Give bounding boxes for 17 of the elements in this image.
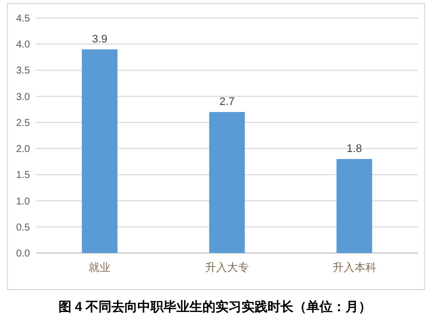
y-tick-label: 0.5 [16,222,30,234]
y-tick-label: 0.0 [16,248,30,260]
y-tick-label: 1.5 [16,170,30,182]
data-label: 2.7 [219,96,235,108]
y-tick-label: 1.0 [16,196,30,208]
x-tick-label: 就业 [88,261,111,274]
y-tick-label: 2.0 [16,144,30,156]
y-tick-label: 4.0 [16,40,30,51]
text: 图 4 不同去向中职毕业生的实习实践时长（单位：月） [58,299,372,314]
x-tick-label: 升入大专 [205,261,249,274]
x-tick-label: 升入本科 [332,261,376,274]
y-tick-label: 2.5 [16,118,30,129]
data-label: 1.8 [346,143,362,155]
y-tick-label: 3.0 [16,92,30,103]
y-tick-label: 4.5 [16,14,30,24]
y-tick-label: 3.5 [16,66,30,77]
data-label: 3.9 [92,33,108,46]
